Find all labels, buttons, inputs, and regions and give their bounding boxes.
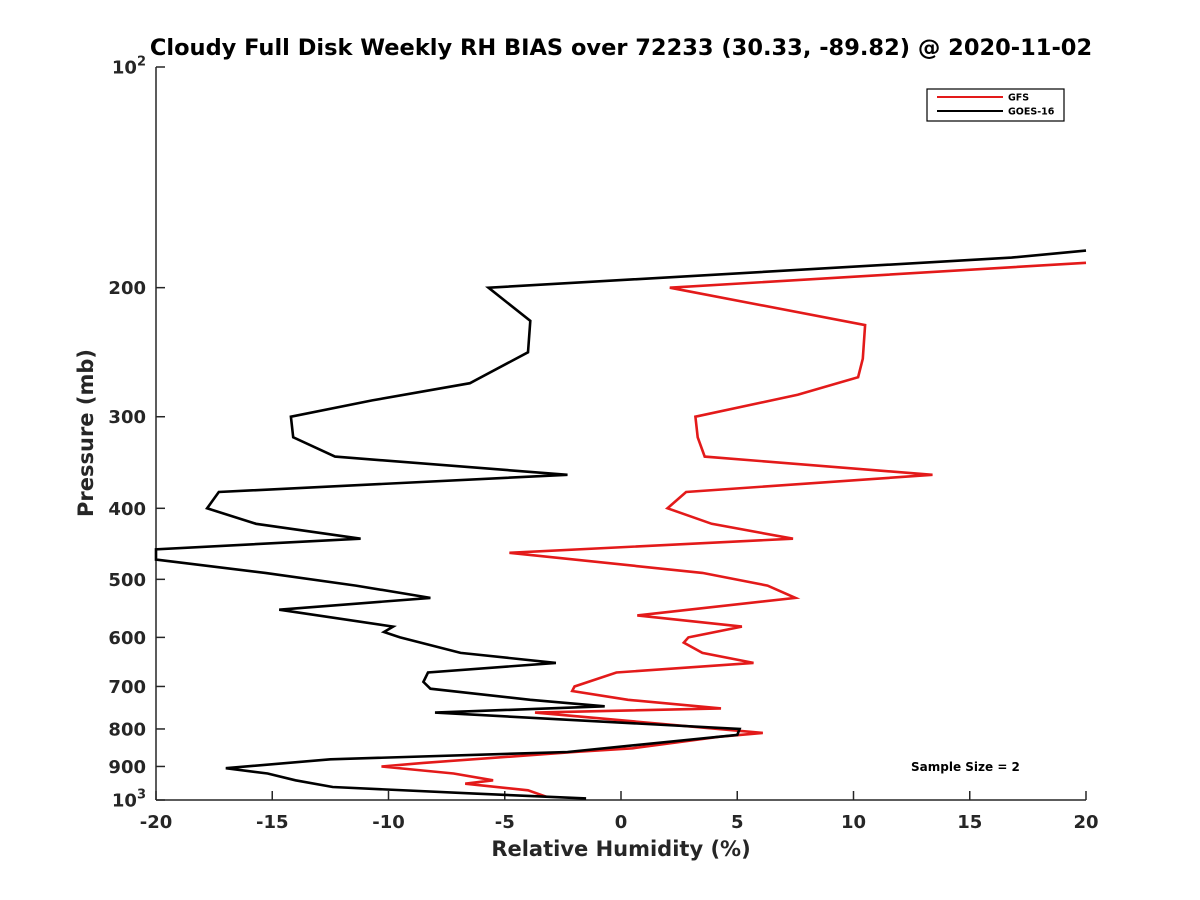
legend-label-gfs: GFS bbox=[1008, 93, 1029, 104]
y-tick-label: 900 bbox=[108, 757, 146, 778]
y-axis-label: Pressure (mb) bbox=[74, 349, 98, 517]
y-tick-label: 400 bbox=[108, 499, 146, 520]
x-tick-label: -15 bbox=[256, 812, 289, 833]
x-tick-label: 5 bbox=[731, 812, 744, 833]
y-axis-ticks: 102 200 300 400 500 600 700 800 900 103 bbox=[108, 55, 165, 812]
x-tick-label: 0 bbox=[615, 812, 628, 833]
x-tick-label: -10 bbox=[372, 812, 405, 833]
x-tick-label: -20 bbox=[140, 812, 173, 833]
legend-label-goes16: GOES-16 bbox=[1008, 107, 1055, 118]
x-tick-label: -5 bbox=[495, 812, 515, 833]
y-tick-label: 300 bbox=[108, 407, 146, 428]
y-tick-label: 600 bbox=[108, 628, 146, 649]
x-axis-label: Relative Humidity (%) bbox=[491, 837, 750, 861]
series-line-gfs bbox=[381, 261, 1087, 799]
y-tick-label: 500 bbox=[108, 570, 146, 591]
series-layer bbox=[154, 249, 1087, 800]
y-tick-label: 700 bbox=[108, 677, 146, 698]
x-axis-ticks: -20 -15 -10 -5 0 5 10 15 20 bbox=[140, 791, 1099, 833]
series-line-goes16 bbox=[154, 249, 1087, 800]
sample-size-annotation: Sample Size = 2 bbox=[911, 760, 1020, 774]
y-tick-label: 200 bbox=[108, 278, 146, 299]
y-tick-label: 800 bbox=[108, 719, 146, 740]
y-tick-label: 102 bbox=[112, 55, 146, 79]
plot-area bbox=[155, 67, 1086, 801]
legend-box bbox=[926, 88, 1065, 122]
chart-title: Cloudy Full Disk Weekly RH BIAS over 722… bbox=[150, 35, 1092, 61]
x-tick-label: 10 bbox=[841, 812, 866, 833]
legend: GFS GOES-16 bbox=[926, 88, 1065, 122]
x-tick-label: 20 bbox=[1073, 812, 1098, 833]
y-tick-label: 103 bbox=[112, 788, 146, 812]
x-tick-label: 15 bbox=[957, 812, 982, 833]
